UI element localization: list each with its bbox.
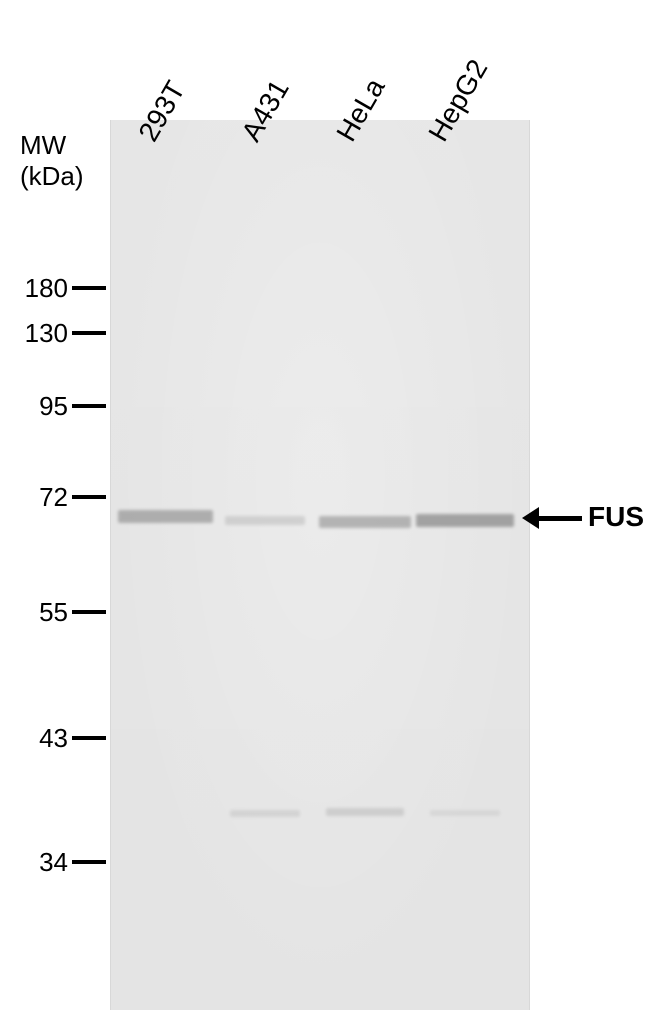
mw-tick [72,404,106,408]
mw-label: 34 [12,847,68,878]
mw-label: 180 [12,273,68,304]
mw-label: 72 [12,482,68,513]
mw-tick [72,610,106,614]
blot-band [416,514,514,527]
blot-band [326,808,404,816]
mw-header: MW (kDa) [20,130,84,192]
blot-membrane [110,120,530,1010]
mw-tick [72,736,106,740]
western-blot-figure: MW (kDa) 1801309572554334 293TA431HeLaHe… [0,0,650,1022]
mw-label: 95 [12,391,68,422]
mw-tick [72,286,106,290]
mw-tick [72,331,106,335]
blot-band [118,510,213,523]
mw-header-line2: (kDa) [20,161,84,192]
target-arrow-line [538,516,582,521]
blot-band [230,810,300,817]
blot-band [225,516,305,525]
mw-label: 130 [12,318,68,349]
blot-border-left [110,120,111,1010]
target-arrow-head [522,507,539,529]
blot-border-right [529,120,530,1010]
target-label: FUS [588,501,644,533]
mw-label: 43 [12,723,68,754]
mw-label: 55 [12,597,68,628]
blot-band [319,516,411,528]
mw-header-line1: MW [20,130,84,161]
mw-tick [72,495,106,499]
blot-band [430,810,500,816]
mw-tick [72,860,106,864]
